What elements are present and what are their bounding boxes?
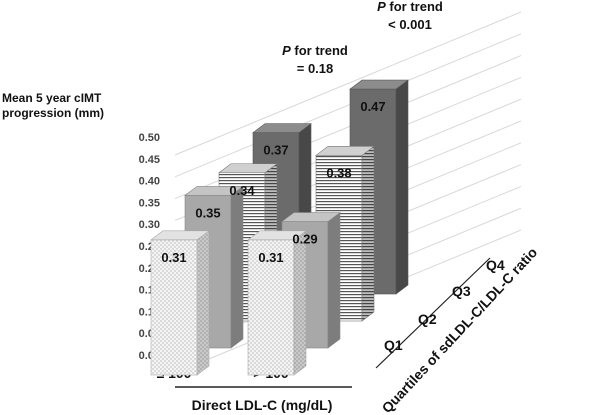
- y-tick-label: 0.35: [139, 197, 160, 209]
- bars: [150, 79, 409, 376]
- y-axis-label-line1: Mean 5 year cIMT: [2, 91, 102, 105]
- trend-p: P: [377, 0, 386, 14]
- bar-side-face: [196, 230, 210, 376]
- value-label: 0.31: [161, 250, 186, 265]
- depth-axis-line: [375, 257, 491, 369]
- bar-front-face: [150, 239, 198, 376]
- bar-top-face: [247, 230, 307, 241]
- gridline: [174, 11, 522, 156]
- trend-text: for trend: [291, 43, 348, 58]
- trend-annotation: P for trend: [282, 43, 348, 58]
- trend-text: for trend: [386, 0, 443, 14]
- bar-side-face: [293, 230, 307, 376]
- bar-side-face: [230, 185, 244, 349]
- series-label-Q4: Q4: [486, 257, 505, 273]
- bar-top-face: [349, 79, 409, 90]
- x-axis-label: Direct LDL-C (mg/dL): [192, 397, 333, 413]
- trend-annotation: P for trend: [377, 0, 443, 14]
- bar-top-face: [252, 123, 312, 133]
- bar-Q1-0: [150, 230, 210, 376]
- bar-front-face: [247, 239, 295, 376]
- value-label: 0.34: [229, 183, 255, 198]
- bar-Q1-1: [247, 230, 307, 376]
- y-axis-label-line2: progression (mm): [2, 106, 104, 120]
- trend-value: < 0.001: [388, 17, 432, 32]
- bar-side-face: [395, 79, 409, 295]
- value-label: 0.35: [195, 205, 220, 220]
- y-tick-label: 0.45: [139, 154, 160, 166]
- trend-p: P: [282, 43, 291, 58]
- value-label: 0.31: [258, 250, 283, 265]
- y-tick-label: 0.50: [139, 132, 160, 144]
- series-label-Q2: Q2: [418, 311, 437, 327]
- series-label-Q1: Q1: [384, 337, 403, 353]
- bar-top-face: [184, 186, 244, 196]
- gridline: [174, 33, 522, 178]
- y-tick-label: 0.30: [139, 219, 160, 231]
- bar-side-face: [327, 211, 341, 349]
- value-label: 0.47: [360, 99, 385, 114]
- bar-top-face: [150, 230, 210, 241]
- labels: 0.37 0.47 0.34 0.38 0.35 0.29 0.31 0.31 P for tr…: [161, 0, 443, 265]
- bar-top-face: [218, 163, 278, 174]
- value-label: 0.37: [263, 143, 288, 158]
- trend-value: = 0.18: [297, 61, 334, 76]
- y-tick-label: 0.40: [139, 176, 160, 188]
- bar-top-face: [315, 146, 375, 156]
- value-label: 0.38: [326, 165, 351, 180]
- series-label-Q3: Q3: [452, 283, 471, 299]
- bar-top-face: [281, 212, 341, 222]
- value-label: 0.29: [292, 232, 317, 247]
- bar-side-face: [361, 145, 375, 322]
